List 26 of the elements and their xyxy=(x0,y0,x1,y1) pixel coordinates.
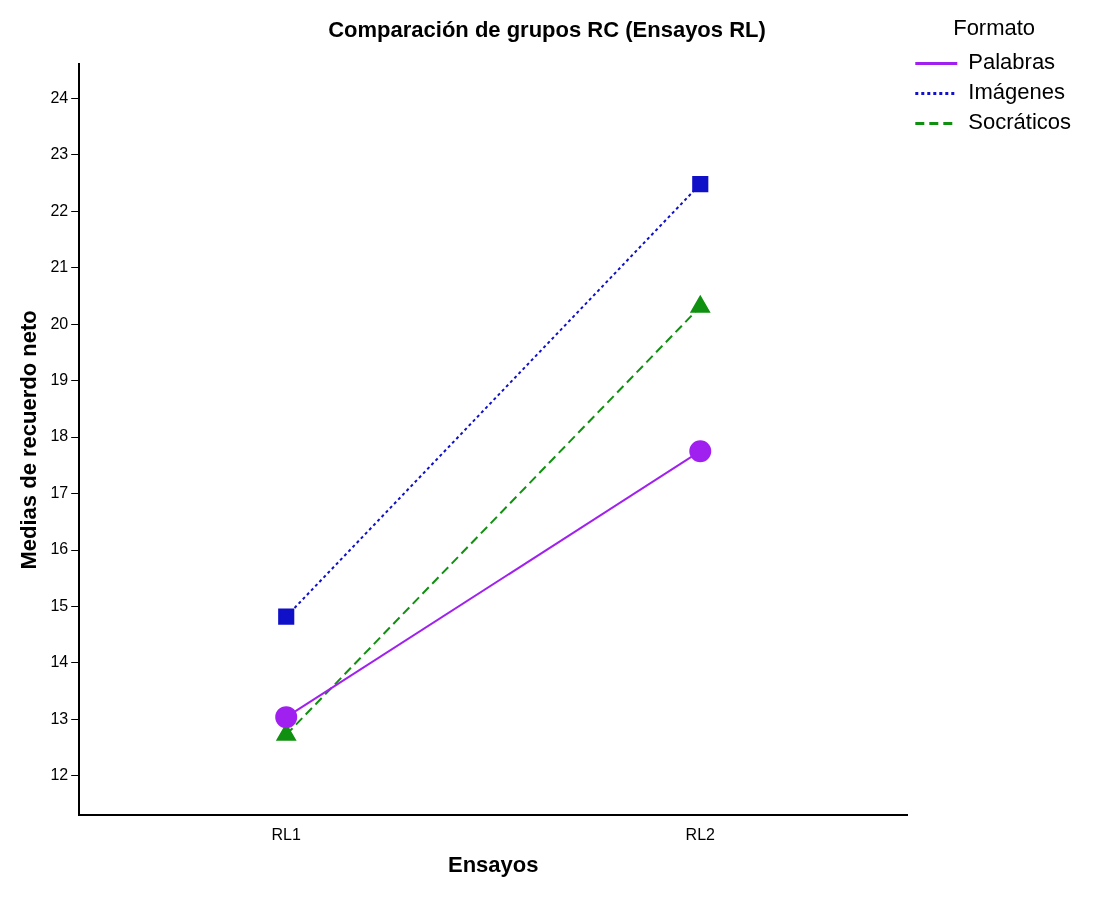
y-tick-label: 22 xyxy=(50,201,69,219)
y-tick-label: 15 xyxy=(50,596,69,614)
legend-title: Formato xyxy=(953,15,1036,41)
point xyxy=(278,608,295,625)
point xyxy=(689,440,712,463)
chart-title: Comparación de grupos RC (Ensayos RL) xyxy=(328,17,766,43)
legend-label: Palabras xyxy=(968,49,1056,75)
y-axis-title: Medias de recuerdo neto xyxy=(16,310,42,570)
y-tick-label: 18 xyxy=(50,427,69,445)
x-tick-label: RL2 xyxy=(685,826,716,844)
y-tick-label: 19 xyxy=(50,371,69,389)
y-tick-label: 12 xyxy=(50,766,69,784)
y-tick-label: 24 xyxy=(50,88,69,106)
y-tick-label: 23 xyxy=(50,145,69,163)
point xyxy=(692,176,709,193)
y-tick-label: 16 xyxy=(50,540,69,558)
y-tick-label: 21 xyxy=(50,258,69,276)
legend-label: Socráticos xyxy=(968,109,1072,135)
x-axis-title: Ensayos xyxy=(448,851,539,877)
legend-label: Imágenes xyxy=(968,79,1065,105)
point xyxy=(275,706,298,729)
y-tick-label: 17 xyxy=(50,483,69,501)
y-tick-label: 14 xyxy=(50,653,69,671)
y-tick-label: 13 xyxy=(50,709,69,727)
x-tick-label: RL1 xyxy=(271,826,301,844)
y-tick-label: 20 xyxy=(50,314,69,332)
